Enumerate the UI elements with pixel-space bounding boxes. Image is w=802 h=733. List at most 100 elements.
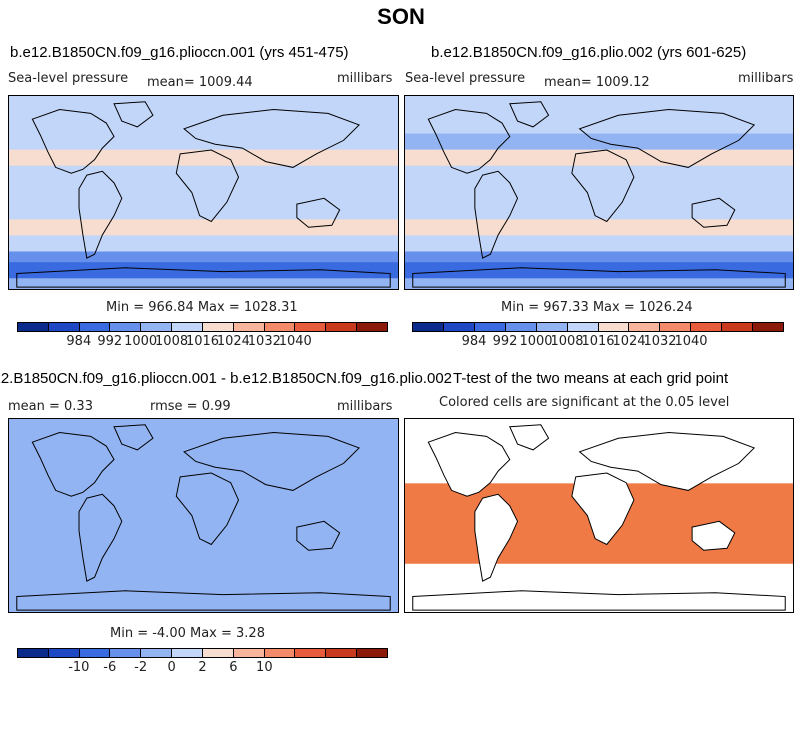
continent-outline [509, 424, 550, 451]
colorbar-cell [691, 323, 723, 331]
pressure-band [405, 219, 793, 236]
colorbar-cell [48, 323, 80, 331]
colorbar-cell [233, 649, 265, 657]
colorbar-cell [202, 323, 234, 331]
colorbar-cell [567, 323, 599, 331]
colorbar-tick-label: 1024 [612, 334, 646, 349]
pressure-band [9, 96, 398, 118]
colorbar-cell [722, 323, 754, 331]
panel-bl-units: millibars [337, 399, 393, 414]
continent-outline [183, 109, 361, 168]
panel-tl-title: b.e12.B1850CN.f09_g16.plioccn.001 (yrs 4… [10, 44, 349, 61]
pressure-band [9, 251, 398, 263]
colorbar-tick-label: 984 [461, 334, 487, 349]
continent-outline [31, 431, 115, 497]
pressure-band [9, 219, 398, 236]
pressure-band [405, 117, 793, 135]
colorbar-cell [141, 649, 173, 657]
colorbar-cell [202, 649, 234, 657]
colorbar-tick-label: 1008 [550, 334, 584, 349]
colorbar-cell [413, 323, 444, 331]
panel-br-map [404, 418, 794, 613]
colorbar-cell [753, 323, 784, 331]
colorbar-cell [48, 649, 80, 657]
continent-outline [113, 101, 154, 128]
pressure-band [9, 440, 398, 463]
continent-outline [296, 197, 341, 228]
colorbar-tick-label: 1032 [247, 334, 281, 349]
panel-bl-rmse: rmse = 0.99 [150, 399, 231, 414]
continent-outline [78, 170, 123, 259]
colorbar-tick-label: 1016 [581, 334, 615, 349]
continent-outline [691, 197, 736, 228]
colorbar-cell [172, 323, 203, 331]
panel-tr-colorbar [412, 322, 784, 332]
pressure-band [9, 278, 398, 289]
colorbar-cell [357, 649, 387, 657]
colorbar-cell [110, 323, 142, 331]
continent-outline [175, 472, 240, 546]
panel-tl-units: millibars [337, 71, 393, 86]
colorbar-cell [598, 323, 630, 331]
continent-outline [113, 424, 154, 451]
colorbar-cell [295, 323, 327, 331]
pressure-band [405, 133, 793, 151]
continent-outline [578, 432, 756, 491]
panel-br-subtitle: Colored cells are significant at the 0.0… [439, 395, 730, 410]
colorbar-tick-label: 1040 [674, 334, 708, 349]
continent-outline [31, 108, 115, 174]
panel-bl-colorbar-ticks: -10 -6 -2 0 2 6 10 [17, 660, 388, 676]
pressure-band [9, 192, 398, 220]
continent-outline [509, 101, 550, 128]
continent-outline [16, 590, 391, 611]
pressure-band [9, 483, 398, 506]
continent-outline [175, 149, 240, 223]
panel-bl-colorbar [17, 648, 388, 658]
panel-tl-colorbar-ticks: 984 992 1000 1008 1016 1024 1032 1040 [17, 334, 388, 350]
colorbar-cell [79, 649, 111, 657]
colorbar-cell [233, 323, 265, 331]
colorbar-tick-label: 0 [167, 660, 176, 675]
panel-bl-map [8, 418, 399, 613]
panel-tr-mean: mean= 1009.12 [544, 75, 650, 90]
continent-outline [427, 108, 511, 174]
colorbar-tick-label: -6 [103, 660, 117, 675]
continent-outline [412, 267, 786, 288]
panel-bl-minmax: Min = -4.00 Max = 3.28 [110, 626, 265, 641]
colorbar-tick-label: 1000 [519, 334, 553, 349]
panel-tr-colorbar-ticks: 984 992 1000 1008 1016 1024 1032 1040 [412, 334, 784, 350]
colorbar-tick-label: -10 [68, 660, 90, 675]
continent-outline [16, 267, 391, 288]
colorbar-cell [536, 323, 568, 331]
panel-tr-variable: Sea-level pressure [405, 71, 526, 86]
panel-tr-title: b.e12.B1850CN.f09_g16.plio.002 (yrs 601-… [431, 44, 747, 61]
pressure-band [9, 504, 398, 533]
colorbar-tick-label: -2 [134, 660, 148, 675]
pressure-band [405, 165, 793, 193]
pressure-band [405, 235, 793, 252]
colorbar-tick-label: 1040 [278, 334, 312, 349]
continent-outline [571, 149, 635, 223]
continent-outline [412, 590, 786, 611]
colorbar-tick-label: 1032 [643, 334, 677, 349]
colorbar-tick-label: 992 [97, 334, 123, 349]
colorbar-tick-label: 1016 [185, 334, 220, 349]
colorbar-tick-label: 992 [492, 334, 518, 349]
pressure-band [9, 165, 398, 193]
panel-tl-map [8, 95, 399, 290]
pressure-band [405, 149, 793, 167]
colorbar-tick-label: 6 [229, 660, 238, 675]
panel-tr-map [404, 95, 794, 290]
colorbar-cell [172, 649, 203, 657]
colorbar-tick-label: 1000 [124, 334, 158, 349]
continent-outline [78, 493, 123, 582]
continent-outline [296, 520, 341, 551]
pressure-band [405, 278, 793, 289]
colorbar-tick-label: 2 [198, 660, 207, 675]
colorbar-tick-label: 984 [66, 334, 92, 349]
colorbar-cell [505, 323, 537, 331]
pressure-band [9, 563, 398, 581]
colorbar-tick-label: 1024 [216, 334, 250, 349]
continent-outline [183, 432, 361, 491]
colorbar-cell [79, 323, 111, 331]
